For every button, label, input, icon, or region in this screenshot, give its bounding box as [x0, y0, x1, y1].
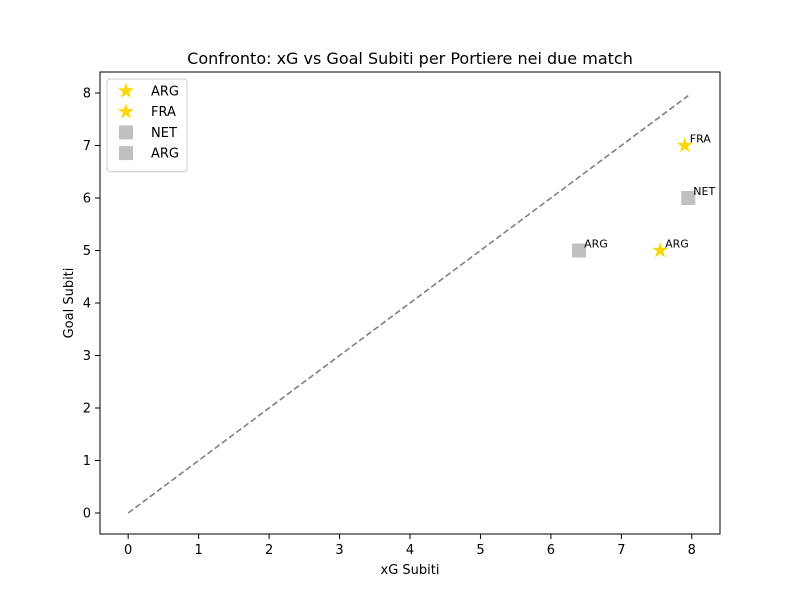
x-tick-label: 2	[265, 543, 273, 558]
legend-entry: NET	[151, 126, 177, 141]
x-axis-label: xG Subiti	[381, 563, 440, 578]
y-tick-label: 1	[83, 454, 91, 469]
x-tick-label: 8	[688, 543, 696, 558]
chart-title: Confronto: xG vs Goal Subiti per Portier…	[187, 49, 633, 68]
y-tick-label: 3	[83, 349, 91, 364]
x-tick-label: 5	[476, 543, 484, 558]
x-tick-label: 6	[547, 543, 555, 558]
y-tick-label: 4	[83, 297, 91, 312]
legend-marker-arg	[119, 146, 133, 161]
data-point-net-2	[681, 191, 696, 205]
plot-area: ARG FRA NET ARG	[127, 94, 715, 514]
y-tick-label: 7	[83, 139, 91, 154]
legend-entry: ARG	[151, 147, 179, 162]
y-tick-label: 5	[83, 244, 91, 259]
legend-entry: FRA	[151, 105, 176, 120]
point-label: NET	[693, 185, 715, 198]
reference-line	[127, 94, 689, 514]
x-tick-label: 1	[194, 543, 202, 558]
legend-entry: ARG	[151, 85, 179, 100]
legend: ARG FRA NET ARG	[106, 78, 188, 173]
point-label: FRA	[690, 133, 712, 146]
y-tick-label: 2	[83, 402, 91, 417]
x-tick-label: 3	[335, 543, 343, 558]
x-tick-label: 7	[617, 543, 625, 558]
x-tick-label: 0	[124, 543, 132, 558]
y-tick-label: 8	[83, 87, 91, 102]
y-axis-label: Goal Subiti	[62, 268, 77, 339]
legend-marker-fra	[117, 103, 135, 119]
data-point-arg-3	[572, 243, 587, 258]
data-point-fra-1	[676, 137, 693, 153]
point-label: ARG	[584, 238, 608, 251]
legend-marker-arg	[117, 82, 135, 98]
x-tick-label: 4	[406, 543, 414, 558]
y-tick-label: 0	[83, 507, 91, 522]
axis-ticks: 0 1 2 3 4 5 6 7 8 0 1 2 3 4 5 6 7 8	[83, 87, 696, 559]
y-tick-label: 6	[83, 192, 91, 207]
data-point-arg-0	[652, 242, 669, 258]
legend-marker-net	[119, 125, 133, 140]
point-label: ARG	[665, 238, 689, 251]
